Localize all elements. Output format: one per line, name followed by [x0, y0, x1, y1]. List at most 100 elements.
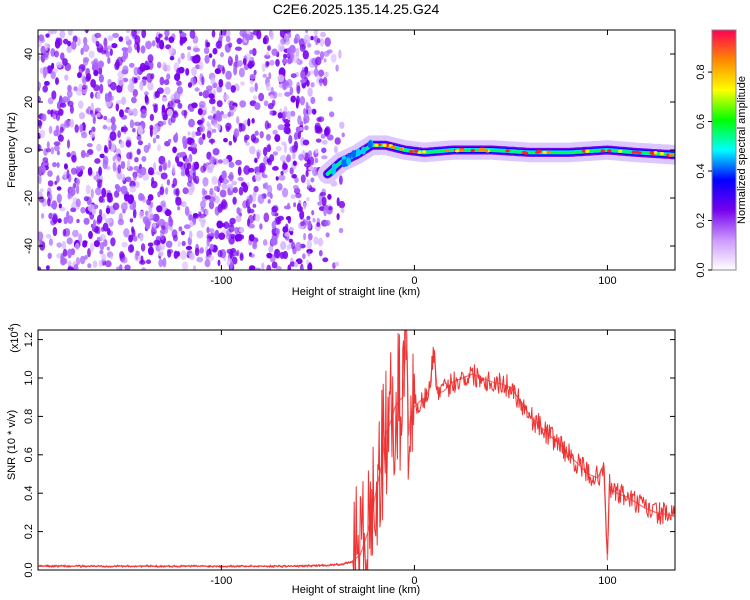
- noise-speckle: [305, 101, 309, 110]
- noise-speckle: [115, 185, 122, 193]
- noise-speckle: [266, 252, 273, 259]
- noise-speckle: [225, 122, 232, 131]
- noise-speckle: [95, 40, 100, 47]
- noise-speckle: [218, 78, 224, 88]
- noise-speckle: [164, 209, 172, 217]
- noise-speckle: [50, 146, 55, 155]
- noise-speckle: [119, 109, 124, 118]
- noise-speckle: [82, 44, 90, 52]
- noise-speckle: [217, 259, 221, 266]
- noise-speckle: [303, 108, 307, 116]
- noise-speckle: [147, 246, 154, 256]
- noise-speckle: [239, 253, 244, 261]
- noise-speckle: [64, 74, 69, 81]
- noise-speckle: [48, 125, 53, 134]
- noise-speckle: [303, 34, 311, 44]
- noise-speckle: [56, 175, 60, 183]
- noise-speckle: [124, 193, 130, 202]
- noise-speckle: [271, 220, 277, 230]
- noise-speckle: [87, 203, 95, 212]
- noise-speckle: [212, 106, 216, 111]
- noise-speckle: [208, 98, 216, 105]
- noise-speckle: [247, 60, 253, 69]
- noise-speckle: [285, 223, 289, 230]
- noise-speckle: [78, 83, 83, 92]
- noise-speckle: [127, 45, 133, 54]
- noise-speckle: [254, 157, 258, 163]
- noise-speckle: [85, 30, 89, 34]
- noise-speckle: [217, 249, 223, 258]
- noise-speckle: [126, 152, 132, 160]
- noise-speckle: [155, 134, 160, 139]
- noise-speckle: [334, 137, 341, 145]
- noise-speckle: [103, 115, 108, 121]
- noise-speckle: [76, 218, 80, 224]
- noise-speckle: [310, 82, 315, 88]
- noise-speckle: [119, 140, 125, 148]
- noise-speckle: [239, 100, 247, 108]
- x-tick-label: 0: [411, 575, 417, 587]
- noise-speckle: [172, 164, 176, 174]
- noise-speckle: [161, 107, 166, 118]
- noise-speckle: [87, 199, 92, 206]
- noise-speckle: [322, 257, 329, 263]
- signal-peak: [382, 143, 387, 148]
- noise-speckle: [338, 227, 344, 234]
- noise-speckle: [136, 134, 142, 141]
- noise-speckle: [156, 87, 164, 94]
- noise-speckle: [248, 194, 253, 204]
- signal-peak: [422, 150, 427, 154]
- noise-speckle: [286, 110, 291, 121]
- noise-speckle: [87, 263, 92, 269]
- noise-speckle: [96, 143, 102, 152]
- noise-speckle: [48, 238, 54, 246]
- noise-speckle: [56, 162, 60, 168]
- noise-speckle: [228, 55, 232, 62]
- noise-speckle: [292, 160, 297, 166]
- noise-speckle: [306, 197, 310, 202]
- noise-speckle: [157, 61, 162, 69]
- signal-peak: [631, 150, 636, 154]
- noise-speckle: [251, 118, 255, 124]
- noise-speckle: [252, 48, 257, 56]
- signal-peak: [649, 151, 654, 155]
- noise-speckle: [101, 213, 107, 220]
- noise-speckle: [225, 70, 232, 80]
- noise-speckle: [250, 253, 255, 258]
- noise-speckle: [263, 212, 270, 223]
- noise-speckle: [306, 179, 311, 187]
- signal-peak: [523, 151, 529, 155]
- noise-speckle: [120, 185, 128, 195]
- colorbar-tick-label: 0.4: [695, 163, 707, 178]
- noise-speckle: [274, 134, 281, 143]
- noise-speckle: [192, 213, 200, 219]
- noise-speckle: [51, 200, 58, 210]
- noise-speckle: [253, 69, 257, 76]
- signal-peak: [668, 153, 674, 157]
- noise-speckle: [121, 241, 128, 248]
- noise-speckle: [99, 83, 104, 94]
- noise-speckle: [319, 37, 325, 47]
- noise-speckle: [143, 65, 151, 71]
- noise-speckle: [315, 56, 322, 66]
- noise-speckle: [198, 136, 204, 146]
- noise-speckle: [162, 161, 168, 171]
- noise-speckle: [316, 117, 322, 122]
- noise-speckle: [139, 81, 144, 91]
- noise-speckle: [247, 118, 251, 127]
- signal-peak: [542, 150, 547, 154]
- noise-speckle: [167, 159, 171, 169]
- x-tick-label: 0: [411, 275, 417, 287]
- noise-speckle: [146, 198, 152, 206]
- noise-speckle: [197, 108, 203, 116]
- noise-speckle: [243, 137, 248, 143]
- noise-speckle: [296, 95, 300, 105]
- noise-speckle: [214, 229, 220, 240]
- noise-speckle: [336, 197, 340, 207]
- noise-speckle: [77, 37, 81, 46]
- noise-speckle: [321, 139, 328, 145]
- noise-speckle: [200, 217, 206, 228]
- noise-speckle: [236, 84, 240, 92]
- noise-speckle: [239, 234, 245, 240]
- noise-speckle: [220, 200, 228, 210]
